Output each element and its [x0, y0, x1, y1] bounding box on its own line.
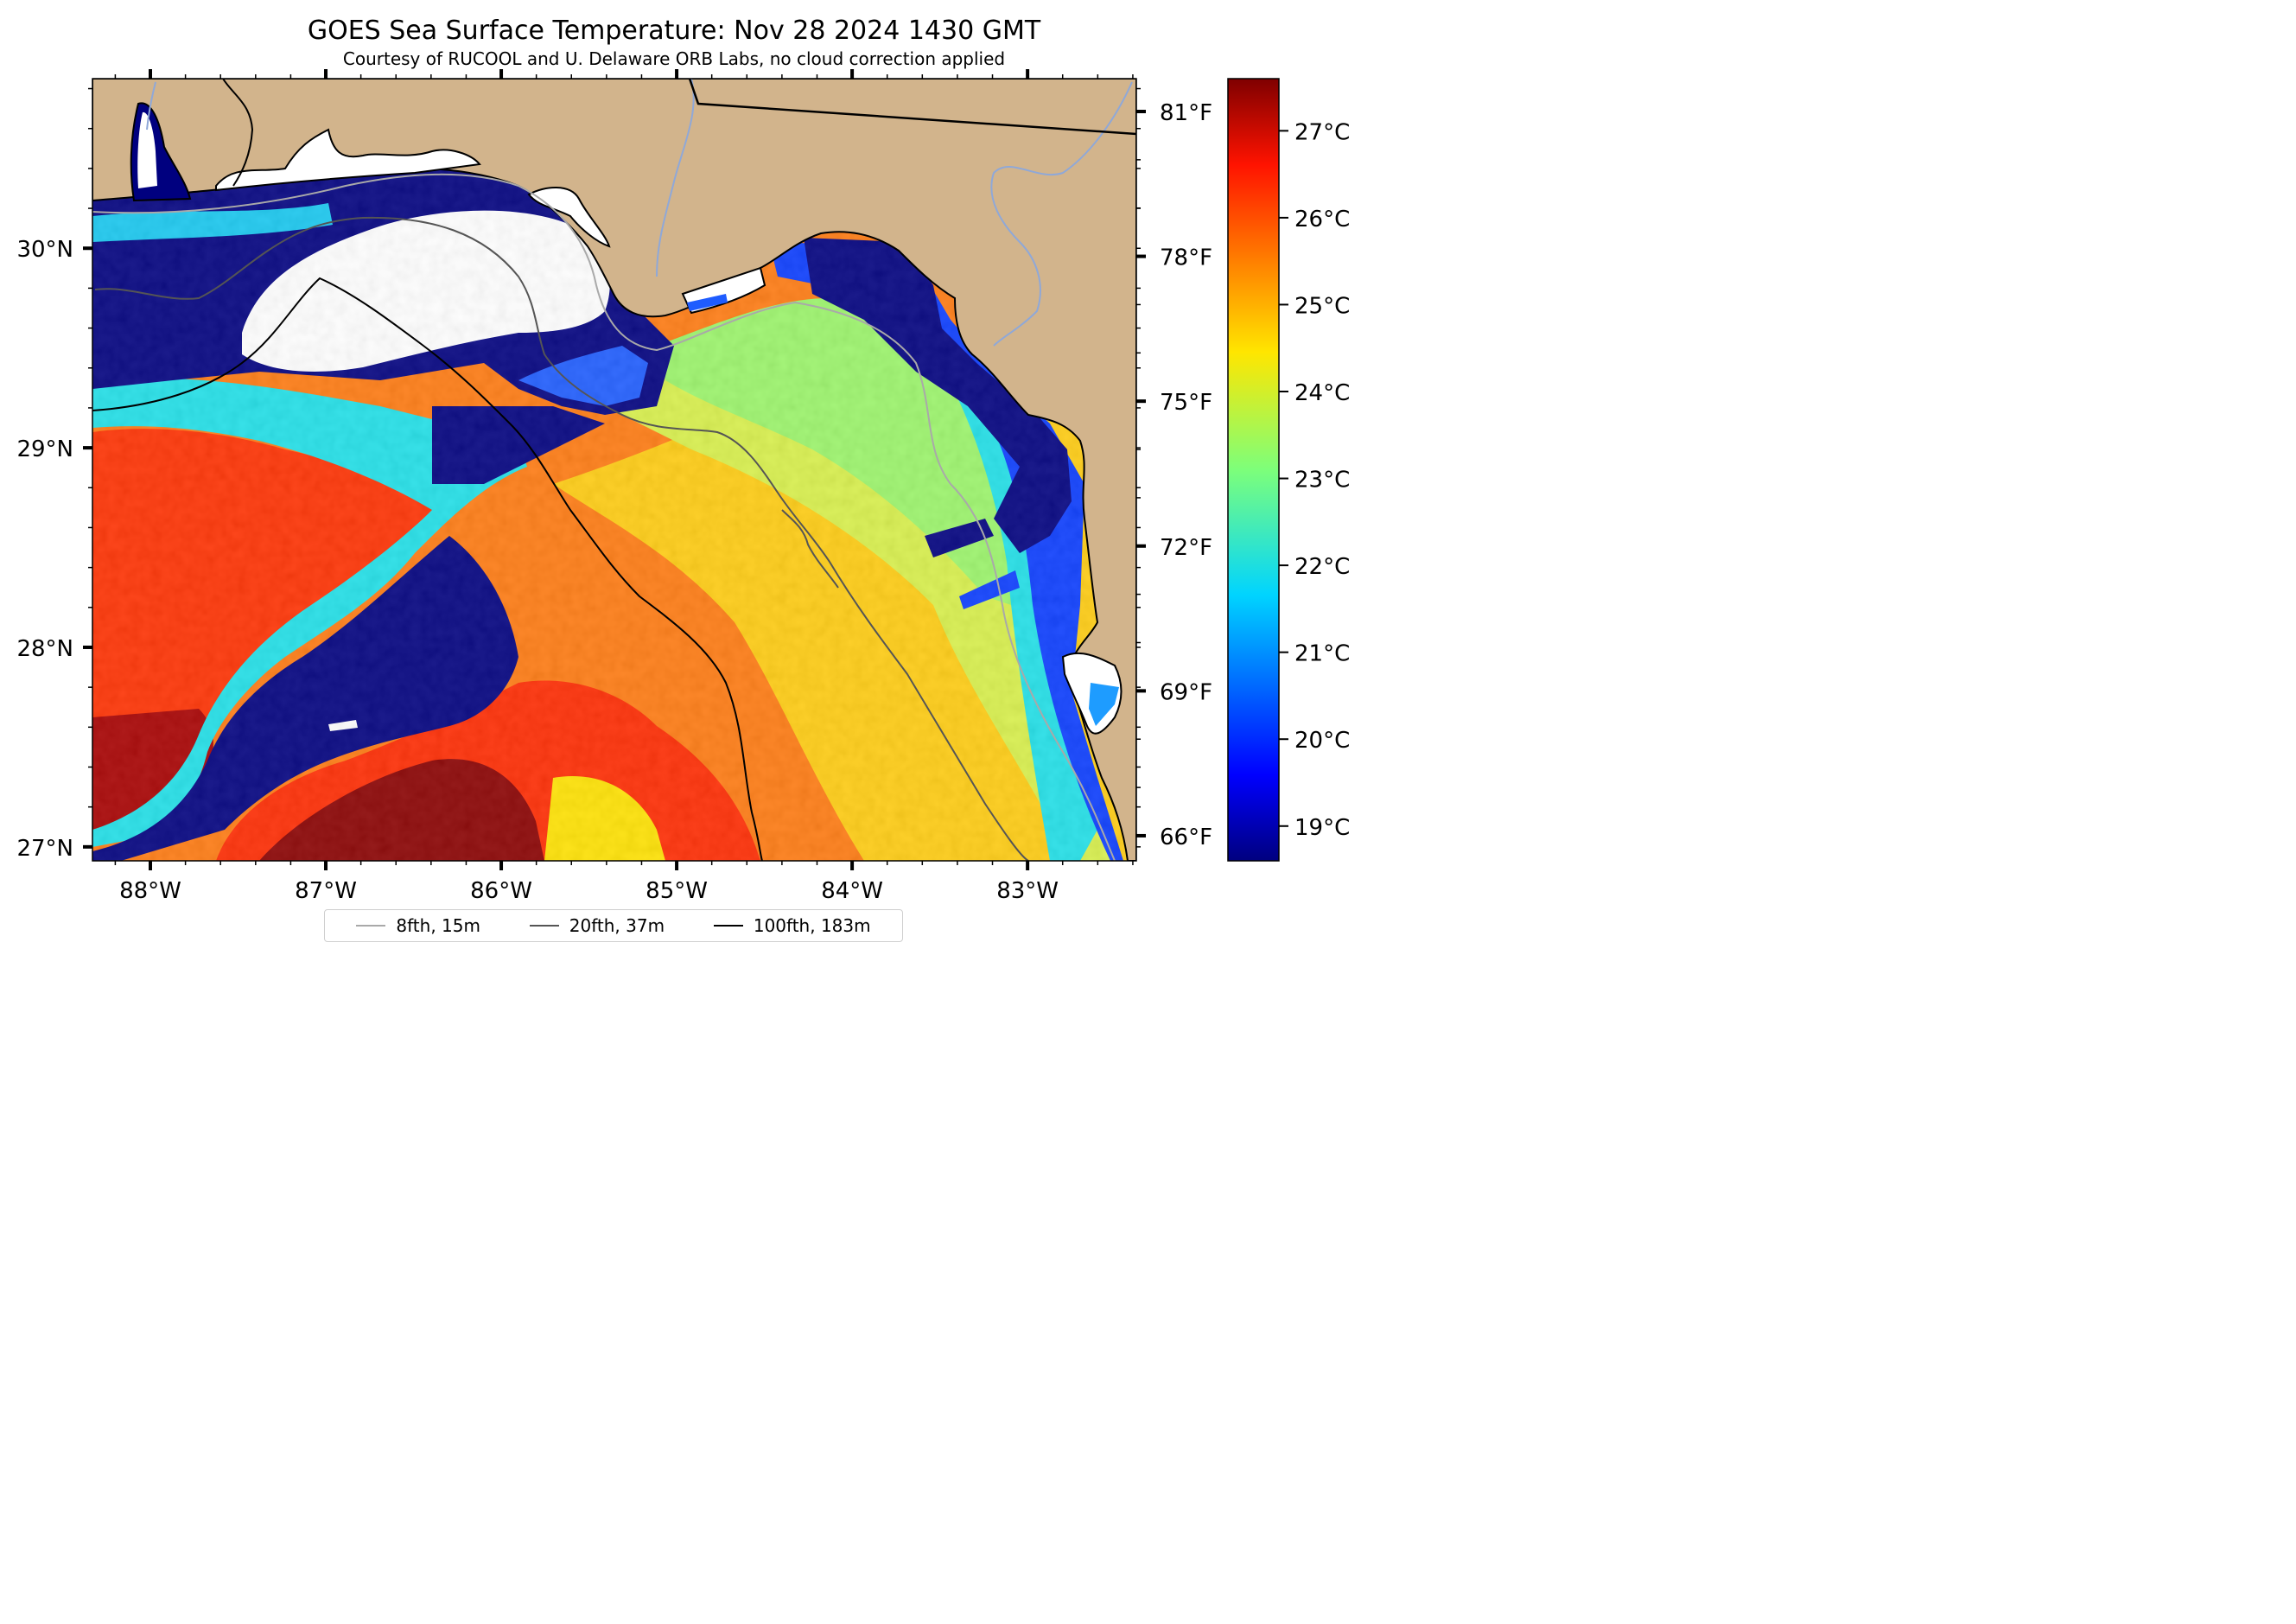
- lat-tick-label: 27°N: [16, 836, 73, 862]
- fahrenheit-tick-label: 81°F: [1160, 100, 1212, 126]
- lon-tick-label: 85°W: [646, 878, 708, 904]
- legend-item-8fth: 8fth, 15m: [356, 915, 480, 936]
- legend-swatch-20fth: [529, 925, 559, 927]
- colorbar-tick-label: 26°C: [1294, 207, 1350, 232]
- legend-item-20fth: 20fth, 37m: [529, 915, 665, 936]
- colorbar-tick-label: 21°C: [1294, 641, 1350, 667]
- colorbar-tick-label: 20°C: [1294, 728, 1350, 754]
- isobath-8fth: [92, 173, 1116, 861]
- colorbar-tick-label: 19°C: [1294, 815, 1350, 841]
- st-andrews-bay: [527, 187, 611, 248]
- fahrenheit-tick-label: 69°F: [1160, 679, 1212, 705]
- mobile-bay-white: [137, 111, 157, 188]
- lon-tick-label: 86°W: [470, 878, 532, 904]
- river-1: [656, 79, 695, 277]
- legend-label-100fth: 100fth, 183m: [753, 915, 871, 936]
- fahrenheit-tick-label: 78°F: [1160, 245, 1212, 271]
- legend-label-20fth: 20fth, 37m: [569, 915, 665, 936]
- lon-tick-label: 87°W: [295, 878, 357, 904]
- apalachicola-blue: [687, 294, 728, 311]
- legend-swatch-100fth: [713, 925, 743, 927]
- fahrenheit-tick-label: 72°F: [1160, 535, 1212, 561]
- river-3: [146, 81, 156, 131]
- bathymetry-legend: 8fth, 15m 20fth, 37m 100fth, 183m: [324, 909, 903, 942]
- map-title: GOES Sea Surface Temperature: Nov 28 202…: [307, 16, 1041, 46]
- legend-label-8fth: 8fth, 15m: [396, 915, 480, 936]
- colorbar: [1227, 78, 1280, 862]
- colorbar-tick-label: 27°C: [1294, 119, 1350, 145]
- colorbar-tick-label: 24°C: [1294, 380, 1350, 406]
- state-boundary-w: [222, 79, 254, 187]
- map-axes: 88°W 87°W 86°W 85°W 84°W 83°W 27°N 28°N 29°N 30°N…: [16, 69, 1212, 904]
- isobath-20fth-keys: [781, 509, 839, 589]
- fahrenheit-tick-label: 66°F: [1160, 825, 1212, 850]
- map-subtitle: Courtesy of RUCOOL and U. Delaware ORB L…: [342, 48, 1006, 69]
- lat-tick-label: 30°N: [16, 237, 73, 263]
- colorbar-tick-label: 22°C: [1294, 554, 1350, 580]
- tampa-bay-blue: [1089, 683, 1119, 726]
- colorbar-tick-label: 25°C: [1294, 293, 1350, 319]
- fahrenheit-tick-label: 75°F: [1160, 390, 1212, 416]
- lat-tick-label: 28°N: [16, 636, 73, 662]
- colorbar-ticks: 19°C 20°C 21°C 22°C 23°C 24°C 25°C 26°C 27°C: [1279, 119, 1350, 841]
- isobath-20fth: [94, 216, 1029, 861]
- legend-swatch-8fth: [356, 925, 386, 927]
- lon-tick-label: 88°W: [119, 878, 181, 904]
- isobath-100fth: [92, 277, 763, 861]
- map-plot-area: [92, 79, 1136, 861]
- lon-tick-label: 84°W: [821, 878, 883, 904]
- lat-tick-label: 29°N: [16, 436, 73, 462]
- legend-item-100fth: 100fth, 183m: [713, 915, 871, 936]
- land-north-panhandle: [92, 79, 1136, 861]
- pensacola-bay: [215, 128, 481, 192]
- colorbar-tick-label: 23°C: [1294, 468, 1350, 494]
- river-2: [990, 81, 1133, 347]
- lon-tick-label: 83°W: [996, 878, 1059, 904]
- state-boundary: [688, 79, 1136, 136]
- map-frame: [92, 78, 1137, 862]
